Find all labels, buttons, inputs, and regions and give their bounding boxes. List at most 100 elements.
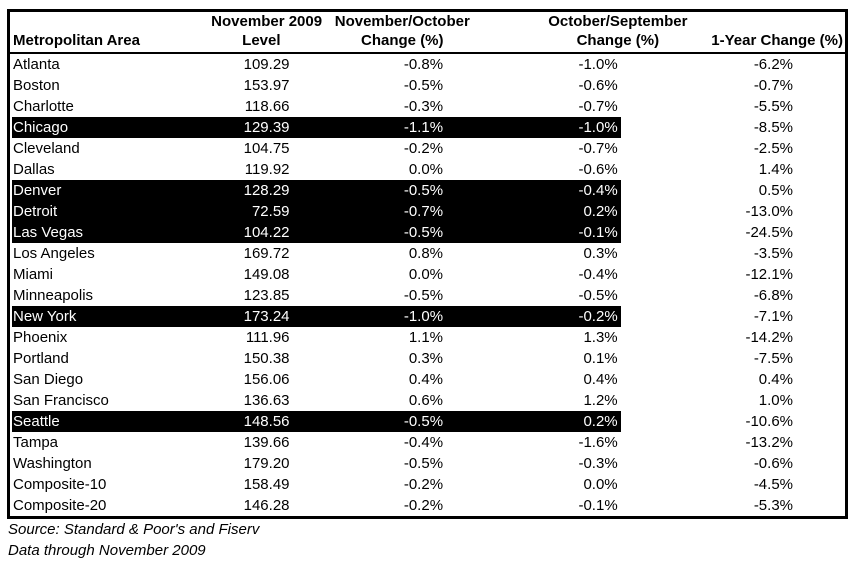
level-cell: 72.59 bbox=[199, 201, 300, 222]
table-row: Detroit 72.59 -0.7% 0.2% -13.0% bbox=[8, 201, 847, 222]
level-cell: 111.96 bbox=[245, 329, 290, 346]
level-cell: 136.63 bbox=[243, 392, 290, 409]
one-year-change-cell: 1.0% bbox=[758, 392, 793, 409]
header-1-year-change-label: 1-Year Change (%) bbox=[711, 32, 843, 49]
header-level-label: Level bbox=[242, 32, 281, 49]
metro-area-cell: Las Vegas bbox=[8, 222, 200, 243]
nov-oct-change-cell: -0.5% bbox=[299, 411, 446, 432]
header-metropolitan-area-label: Metropolitan Area bbox=[13, 32, 140, 49]
oct-sep-change-cell: -0.7% bbox=[578, 98, 618, 115]
level-cell: 123.85 bbox=[243, 287, 290, 304]
one-year-change-cell: -14.2% bbox=[745, 329, 793, 346]
one-year-change-cell: -4.5% bbox=[753, 476, 793, 493]
oct-sep-change-cell: -0.6% bbox=[578, 77, 618, 94]
level-cell: 156.06 bbox=[243, 371, 290, 388]
oct-sep-change-cell: -0.4% bbox=[445, 180, 621, 201]
one-year-change-cell: -8.5% bbox=[753, 119, 793, 136]
source-note: Source: Standard & Poor's and Fiserv bbox=[8, 521, 260, 538]
metro-area-cell: Minneapolis bbox=[13, 287, 94, 304]
nov-oct-change-cell: -0.5% bbox=[299, 222, 446, 243]
one-year-change-cell: -6.8% bbox=[753, 287, 793, 304]
metro-area-cell: Composite-20 bbox=[13, 497, 107, 514]
level-cell: 129.39 bbox=[199, 117, 300, 138]
one-year-change-cell: -5.5% bbox=[753, 98, 793, 115]
oct-sep-change-cell: 0.0% bbox=[583, 476, 618, 493]
one-year-change-cell: 0.5% bbox=[758, 182, 793, 199]
one-year-change-cell: -5.3% bbox=[753, 497, 793, 514]
header-oct-sep-change: October/September Change (%) bbox=[445, 10, 687, 54]
table-row: Composite-10 158.49 -0.2% 0.0% -4.5% bbox=[9, 474, 847, 495]
header-row: Metropolitan Area November 2009 Level No… bbox=[8, 10, 847, 54]
nov-oct-change-cell: 0.0% bbox=[408, 266, 444, 283]
table-row: Boston 153.97 -0.5% -0.6% -0.7% bbox=[9, 75, 847, 96]
oct-sep-change-cell: 0.1% bbox=[583, 350, 618, 367]
header-nov-oct-change: November/October Change (%) bbox=[299, 10, 470, 54]
table-row: Denver 128.29 -0.5% -0.4% 0.5% bbox=[8, 180, 847, 201]
level-cell: 150.38 bbox=[243, 350, 290, 367]
header-nov-oct-change-label: Change (%) bbox=[361, 32, 444, 49]
metro-area-cell: San Diego bbox=[13, 371, 84, 388]
level-cell: 139.66 bbox=[243, 434, 290, 451]
metro-price-table: Metropolitan Area November 2009 Level No… bbox=[7, 9, 848, 519]
metro-area-cell: Composite-10 bbox=[13, 476, 107, 493]
nov-oct-change-cell: -0.8% bbox=[403, 56, 444, 73]
one-year-change-cell: 0.4% bbox=[758, 371, 793, 388]
oct-sep-change-cell: -0.7% bbox=[578, 140, 618, 157]
table-row: Las Vegas 104.22 -0.5% -0.1% -24.5% bbox=[8, 222, 847, 243]
table-row: Minneapolis 123.85 -0.5% -0.5% -6.8% bbox=[9, 285, 847, 306]
oct-sep-change-cell: 1.3% bbox=[583, 329, 618, 346]
nov-oct-change-cell: -1.1% bbox=[299, 117, 446, 138]
table-row: Cleveland 104.75 -0.2% -0.7% -2.5% bbox=[9, 138, 847, 159]
one-year-change-cell: -10.6% bbox=[745, 413, 793, 430]
metro-area-cell: Miami bbox=[13, 266, 53, 283]
nov-oct-change-cell: 0.0% bbox=[408, 161, 444, 178]
one-year-change-cell: 1.4% bbox=[758, 161, 793, 178]
metro-area-cell: Atlanta bbox=[13, 56, 60, 73]
nov-oct-change-cell: 0.6% bbox=[408, 392, 444, 409]
data-through-note: Data through November 2009 bbox=[8, 542, 206, 559]
table-body: Atlanta 109.29 -0.8% -1.0% -6.2% Boston … bbox=[8, 53, 847, 518]
nov-oct-change-cell: 0.4% bbox=[408, 371, 444, 388]
metro-area-cell: Portland bbox=[13, 350, 69, 367]
nov-oct-change-cell: -0.5% bbox=[299, 180, 446, 201]
nov-oct-change-cell: 1.1% bbox=[408, 329, 444, 346]
one-year-change-cell: -7.1% bbox=[753, 308, 793, 325]
header-oct-sep-change-label: Change (%) bbox=[576, 32, 660, 49]
one-year-change-cell: -0.7% bbox=[753, 77, 793, 94]
one-year-change-cell: -13.0% bbox=[745, 203, 793, 220]
nov-oct-change-cell: -0.2% bbox=[403, 140, 444, 157]
metro-area-cell: San Francisco bbox=[13, 392, 109, 409]
metro-area-cell: Cleveland bbox=[13, 140, 80, 157]
nov-oct-change-cell: -0.2% bbox=[403, 476, 444, 493]
nov-oct-change-cell: -1.0% bbox=[299, 306, 446, 327]
table-row: Tampa 139.66 -0.4% -1.6% -13.2% bbox=[9, 432, 847, 453]
table-row: Phoenix 111.96 1.1% 1.3% -14.2% bbox=[9, 327, 847, 348]
nov-oct-change-cell: -0.5% bbox=[403, 287, 444, 304]
oct-sep-change-cell: -0.2% bbox=[445, 306, 621, 327]
one-year-change-cell: -12.1% bbox=[745, 266, 793, 283]
table-row: Miami 149.08 0.0% -0.4% -12.1% bbox=[9, 264, 847, 285]
oct-sep-change-cell: -1.0% bbox=[445, 117, 621, 138]
oct-sep-change-cell: 0.2% bbox=[445, 411, 621, 432]
header-nov-oct-label: November/October bbox=[334, 13, 470, 30]
table-header: Metropolitan Area November 2009 Level No… bbox=[8, 10, 847, 54]
table-row: Washington 179.20 -0.5% -0.3% -0.6% bbox=[9, 453, 847, 474]
footer: Source: Standard & Poor's and Fiserv Dat… bbox=[8, 519, 259, 561]
table-row: Portland 150.38 0.3% 0.1% -7.5% bbox=[9, 348, 847, 369]
oct-sep-change-cell: -0.1% bbox=[445, 222, 621, 243]
header-metropolitan-area: Metropolitan Area bbox=[8, 10, 200, 54]
header-oct-sep-label: October/September bbox=[548, 13, 688, 30]
oct-sep-change-cell: -0.5% bbox=[578, 287, 618, 304]
oct-sep-change-cell: -1.6% bbox=[578, 434, 618, 451]
oct-sep-change-cell: 0.4% bbox=[583, 371, 618, 388]
one-year-change-cell: -2.5% bbox=[753, 140, 793, 157]
level-cell: 158.49 bbox=[243, 476, 290, 493]
metro-area-cell: Denver bbox=[8, 180, 200, 201]
metro-area-cell: Dallas bbox=[13, 161, 55, 178]
table-row: Seattle 148.56 -0.5% 0.2% -10.6% bbox=[8, 411, 847, 432]
nov-oct-change-cell: 0.3% bbox=[408, 350, 444, 367]
metro-area-cell: Boston bbox=[13, 77, 60, 94]
level-cell: 109.29 bbox=[243, 56, 290, 73]
level-cell: 149.08 bbox=[243, 266, 290, 283]
